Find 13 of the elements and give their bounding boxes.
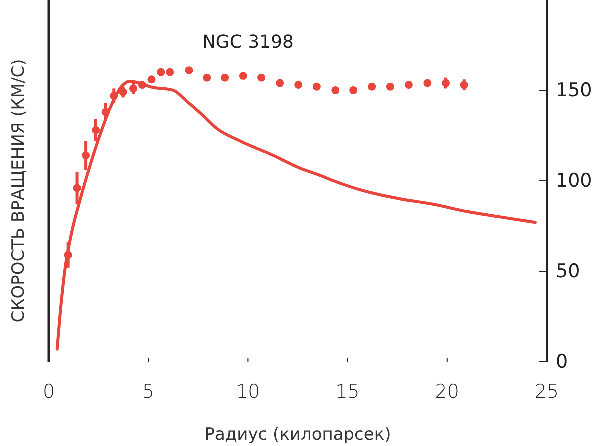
y-axis-title: СКОРОСТЬ ВРАЩЕНИЯ (КМ/С) bbox=[9, 59, 29, 323]
x-tick-label: 0 bbox=[42, 381, 56, 403]
x-tick-label: 25 bbox=[534, 381, 560, 403]
x-tick-label: 15 bbox=[336, 381, 360, 403]
y-tick-label: 150 bbox=[556, 80, 592, 102]
y-tick-label: 100 bbox=[556, 170, 592, 192]
x-tick-label: 10 bbox=[236, 381, 260, 403]
x-axis-title: Радиус (килопарсек) bbox=[204, 425, 392, 445]
x-tick-label: 5 bbox=[142, 381, 155, 403]
x-tick-label: 20 bbox=[435, 381, 460, 403]
text: NGC 3198 bbox=[202, 32, 294, 53]
y-tick-label: 50 bbox=[556, 260, 580, 282]
y-tick-label: 0 bbox=[556, 351, 568, 373]
